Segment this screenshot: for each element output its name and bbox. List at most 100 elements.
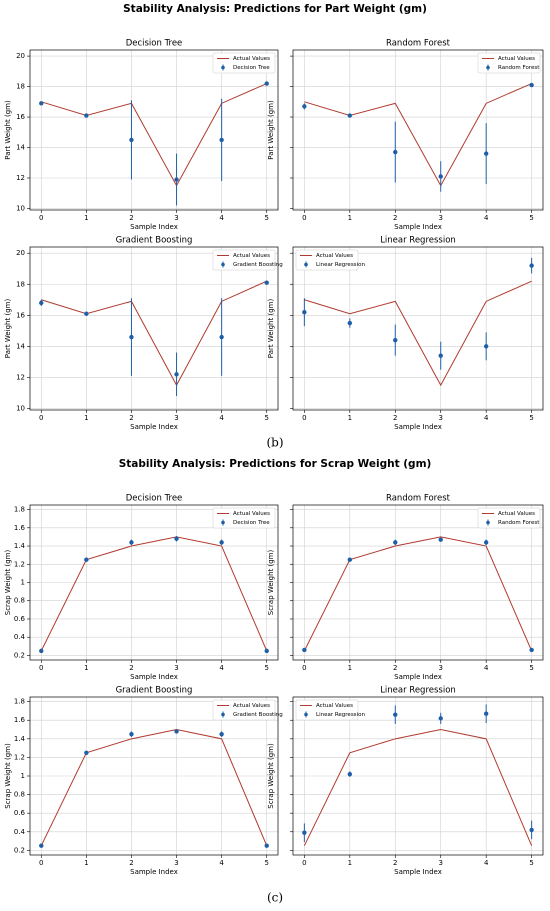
x-tick-label: 0 xyxy=(302,664,306,672)
y-tick-label: 20 xyxy=(16,52,25,60)
x-tick-label: 3 xyxy=(174,664,178,672)
x-tick-label: 1 xyxy=(84,859,88,867)
y-tick-label: 16 xyxy=(16,311,25,319)
x-tick-label: 3 xyxy=(438,214,442,222)
x-tick-label: 4 xyxy=(219,214,224,222)
x-tick-label: 1 xyxy=(84,214,88,222)
x-axis-label: Sample Index xyxy=(130,423,178,431)
x-tick-label: 5 xyxy=(529,859,533,867)
prediction-point xyxy=(84,557,89,562)
prediction-point xyxy=(438,174,443,179)
plot-frame xyxy=(29,246,279,411)
x-tick-label: 2 xyxy=(393,414,397,422)
plot-frame xyxy=(29,49,279,211)
x-tick-label: 2 xyxy=(393,214,397,222)
subplot-title: Linear Regression xyxy=(380,236,456,246)
prediction-point xyxy=(483,711,489,716)
x-axis-label: Sample Index xyxy=(130,673,178,681)
y-tick-label: 0.8 xyxy=(14,791,25,799)
subplot-title: Random Forest xyxy=(386,39,451,49)
x-axis-label: Sample Index xyxy=(394,223,442,231)
y-axis-label: Scrap Weight (gm) xyxy=(4,550,12,616)
x-tick-label: 2 xyxy=(129,214,133,222)
subplot-title: Gradient Boosting xyxy=(116,686,193,696)
y-tick-label: 14 xyxy=(16,144,25,152)
prediction-point xyxy=(264,843,269,848)
actual-line xyxy=(41,83,267,187)
prediction-point xyxy=(529,827,534,833)
prediction-point xyxy=(129,731,134,737)
x-tick-label: 3 xyxy=(174,414,178,422)
x-tick-label: 1 xyxy=(84,664,88,672)
legend-label: Gradient Boosting xyxy=(233,712,283,718)
x-tick-label: 2 xyxy=(129,414,133,422)
prediction-point xyxy=(483,540,489,545)
prediction-point xyxy=(219,334,224,340)
x-tick-label: 2 xyxy=(129,664,133,672)
prediction-point xyxy=(129,137,134,143)
subplot-title: Random Forest xyxy=(386,494,451,504)
x-tick-label: 3 xyxy=(438,859,442,867)
prediction-point xyxy=(84,311,89,316)
y-tick-label: 1.4 xyxy=(14,542,26,550)
y-axis-label: Scrap Weight (gm) xyxy=(267,743,275,809)
prediction-point xyxy=(529,82,534,88)
legend-label: Actual Values xyxy=(233,511,270,517)
plot-frame xyxy=(292,49,544,211)
prediction-point xyxy=(302,104,307,109)
y-tick-label: 0.8 xyxy=(14,597,25,605)
prediction-point xyxy=(302,830,307,835)
legend-label: Linear Regression xyxy=(316,712,365,718)
prediction-point xyxy=(219,731,224,737)
prediction-point xyxy=(393,540,398,545)
prediction-point xyxy=(529,263,534,268)
subplot: Decision Tree Sample Index Part Weight (gm… xyxy=(4,39,279,231)
actual-line xyxy=(304,280,532,387)
x-tick-label: 2 xyxy=(393,859,397,867)
y-tick-label: 0.6 xyxy=(14,615,26,623)
y-axis-label: Part Weight (gm) xyxy=(4,299,12,359)
y-tick-label: 1.6 xyxy=(14,716,26,724)
x-tick-label: 3 xyxy=(438,664,442,672)
x-tick-label: 2 xyxy=(393,664,397,672)
y-tick-label: 18 xyxy=(16,83,25,91)
x-axis-label: Sample Index xyxy=(394,423,442,431)
x-tick-label: 5 xyxy=(529,414,533,422)
legend-marker xyxy=(221,712,225,717)
legend-marker xyxy=(304,262,308,267)
prediction-point xyxy=(347,113,353,118)
prediction-point xyxy=(84,113,89,118)
prediction-point xyxy=(174,729,179,734)
y-tick-label: 0.4 xyxy=(14,633,26,641)
x-tick-label: 3 xyxy=(438,414,442,422)
legend-marker xyxy=(486,520,490,525)
x-tick-label: 0 xyxy=(302,414,306,422)
x-tick-label: 5 xyxy=(264,859,268,867)
x-tick-label: 4 xyxy=(219,859,224,867)
prediction-point xyxy=(264,280,269,285)
y-tick-label: 10 xyxy=(16,204,25,212)
y-tick-label: 16 xyxy=(16,113,25,121)
prediction-point xyxy=(347,771,353,777)
prediction-point xyxy=(39,648,44,654)
legend-label: Actual Values xyxy=(498,56,535,62)
y-tick-label: 0.6 xyxy=(14,809,26,817)
actual-line xyxy=(41,280,267,387)
x-tick-label: 4 xyxy=(219,414,224,422)
subplot: Linear Regression Sample Index Part Weight… xyxy=(267,236,544,431)
plot-frame xyxy=(292,696,544,856)
prediction-point xyxy=(174,536,179,541)
x-tick-label: 1 xyxy=(84,414,88,422)
figure-caption: (c) xyxy=(267,891,283,905)
prediction-point xyxy=(393,337,398,343)
prediction-point xyxy=(264,648,269,654)
legend-label: Actual Values xyxy=(233,56,270,62)
x-axis-label: Sample Index xyxy=(394,868,442,876)
legend-marker xyxy=(486,65,490,70)
legend-label: Actual Values xyxy=(316,253,353,259)
subplot: Gradient Boosting Sample Index Part Weight… xyxy=(4,236,283,432)
prediction-point xyxy=(129,334,134,340)
prediction-point xyxy=(129,540,134,545)
y-tick-label: 1 xyxy=(21,772,25,780)
prediction-point xyxy=(84,750,89,755)
